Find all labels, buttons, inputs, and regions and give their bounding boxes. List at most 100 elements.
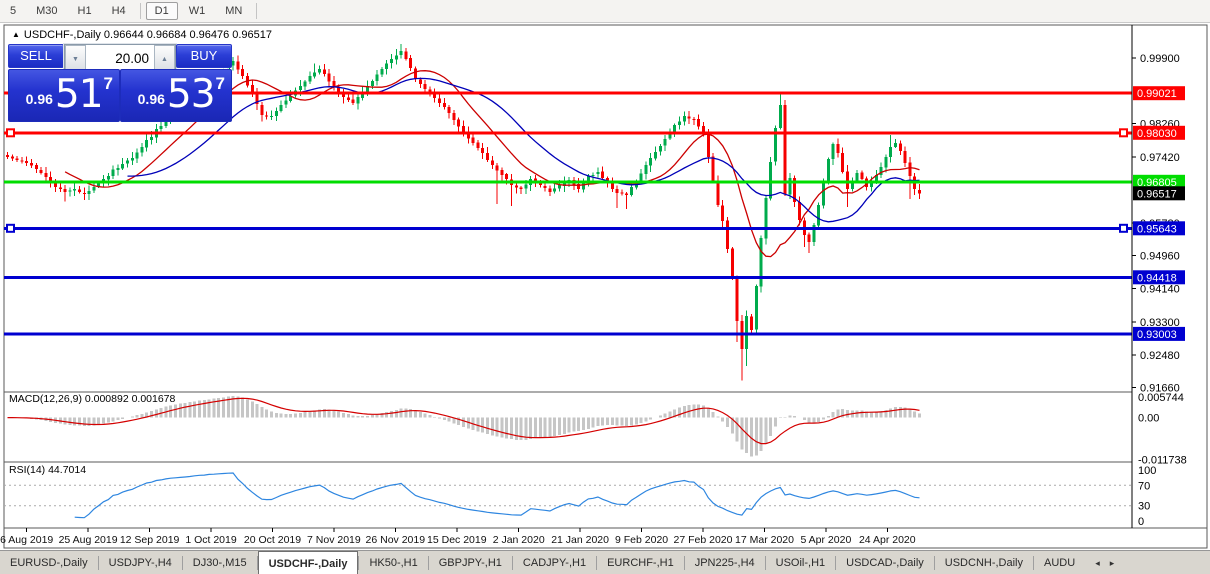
chart-tab-eurchf--h1[interactable]: EURCHF-,H1 — [607, 557, 674, 569]
volume-stepper: ▼ ▲ — [64, 44, 176, 73]
sell-price-sup: 7 — [103, 74, 113, 93]
chart-tab-eurusd--daily[interactable]: EURUSD-,Daily — [10, 557, 88, 569]
chart-tab-hk50--h1[interactable]: HK50-,H1 — [369, 557, 418, 569]
sell-price-panel[interactable]: 0.96517 — [8, 68, 120, 122]
down-arrow-icon: ▼ — [72, 55, 79, 63]
price-line-badge — [1133, 326, 1185, 341]
chart-tab-jpn225--h4[interactable]: JPN225-,H4 — [694, 557, 755, 569]
up-triangle-icon: ▲ — [12, 30, 20, 39]
rsi-tick-label: 70 — [1138, 480, 1150, 492]
timeframe-button-5[interactable]: 5 — [10, 5, 17, 17]
tab-separator — [683, 556, 685, 570]
tab-separator — [933, 556, 935, 570]
timeframe-button-h4[interactable]: H4 — [111, 5, 126, 17]
chart-frame: 0.999000.982600.974200.957800.949600.941… — [0, 23, 1210, 549]
quote-low: 0.96476 — [189, 29, 230, 41]
tab-scroll-controls: ◂ ▸ — [1087, 551, 1122, 574]
macd-tick-label: -0.011738 — [1138, 455, 1187, 467]
tab-separator — [181, 556, 183, 570]
line-handle[interactable] — [1119, 223, 1128, 233]
price-line-badge-label: 0.96805 — [1137, 177, 1177, 189]
tab-separator — [256, 556, 258, 570]
chart-tab-usdchf--daily[interactable]: USDCHF-,Daily — [257, 551, 359, 574]
line-handle[interactable] — [6, 128, 15, 138]
price-line-badge — [1133, 86, 1185, 101]
tab-separator — [596, 556, 598, 570]
chart-tab-usdcad--daily[interactable]: USDCAD-,Daily — [846, 557, 924, 569]
price-line-badge — [1133, 174, 1185, 189]
buy-button[interactable]: BUY — [176, 44, 232, 68]
line-handle[interactable] — [1119, 128, 1128, 138]
sell-button[interactable]: SELL — [8, 44, 64, 68]
chart-tab-usoil--h1[interactable]: USOil-,H1 — [775, 557, 826, 569]
date-label: 9 Feb 2020 — [615, 534, 668, 546]
chart-tab-usdcnh--daily[interactable]: USDCNH-,Daily — [944, 557, 1024, 569]
chart-tab-cadjpy--h1[interactable]: CADJPY-,H1 — [522, 557, 587, 569]
price-line-badge-label: 0.98030 — [1137, 128, 1177, 140]
toolbar-separator — [139, 3, 141, 19]
rsi-label: RSI(14) 44.7014 — [9, 464, 86, 476]
timeframe-button-d1[interactable]: D1 — [145, 2, 178, 20]
date-label: 5 Apr 2020 — [801, 534, 852, 546]
price-tick-label: 0.97420 — [1140, 152, 1180, 164]
date-label: 24 Apr 2020 — [859, 534, 916, 546]
buy-price-sup: 7 — [215, 74, 225, 93]
rsi-tick-label: 30 — [1138, 501, 1150, 513]
chart-tab-dj30--m15[interactable]: DJ30-,M15 — [192, 557, 247, 569]
price-tick-label: 0.94960 — [1140, 251, 1180, 263]
macd-tick-label: 0.005744 — [1138, 392, 1184, 404]
tab-separator — [358, 556, 360, 570]
date-label: 2 Jan 2020 — [493, 534, 545, 546]
line-handle[interactable] — [6, 223, 15, 233]
price-tick-label: 0.91660 — [1140, 383, 1180, 395]
quote-close: 0.96517 — [232, 29, 272, 41]
macd-signal-line — [7, 397, 920, 445]
date-label: 1 Oct 2019 — [185, 534, 237, 546]
price-line-badge-label: 0.93003 — [1137, 329, 1177, 341]
rsi-tick-label: 100 — [1138, 465, 1156, 477]
date-label: 15 Dec 2019 — [427, 534, 487, 546]
date-label: 25 Aug 2019 — [59, 534, 118, 546]
tab-scroll-right-icon[interactable]: ▸ — [1109, 557, 1115, 568]
timeframe-button-h1[interactable]: H1 — [77, 5, 92, 17]
current-price-label: 0.96517 — [1137, 188, 1177, 200]
price-line-badge-label: 0.99021 — [1137, 88, 1177, 100]
volume-input[interactable] — [86, 45, 154, 71]
timeframe-button-m30[interactable]: M30 — [36, 5, 58, 17]
macd-name: MACD(12,26,9) 0.000892 0.001678 — [9, 393, 176, 405]
quote-high: 0.96684 — [146, 29, 187, 41]
price-tick-label: 0.92480 — [1140, 350, 1180, 362]
chart-tab-bar: EURUSD-,Daily USDJPY-,H4 DJ30-,M15 USDCHF-,… — [0, 550, 1210, 574]
quote-symbol: USDCHF-,Daily — [23, 29, 101, 41]
date-label: 6 Aug 2019 — [0, 534, 53, 546]
date-label: 12 Sep 2019 — [120, 534, 180, 546]
price-line-badge-label: 0.95643 — [1137, 223, 1177, 235]
tab-separator — [1033, 556, 1035, 570]
tab-separator — [511, 556, 513, 570]
chart-tab-audu[interactable]: AUDU — [1044, 557, 1076, 569]
timeframe-toolbar: 5 M30 H1 H4 D1 W1 MN — [0, 0, 1210, 23]
tab-separator — [427, 556, 429, 570]
timeframe-button-w1[interactable]: W1 — [188, 5, 206, 17]
price-line-badge — [1133, 270, 1185, 285]
timeframe-button-mn[interactable]: MN — [225, 5, 243, 17]
chart-tab-gbpjpy--h1[interactable]: GBPJPY-,H1 — [438, 557, 502, 569]
quote-open: 0.96644 — [103, 29, 144, 41]
buy-price-big: 53 — [166, 72, 216, 117]
macd-label: MACD(12,26,9) 0.000892 0.001678 — [9, 393, 175, 405]
rsi-line — [74, 472, 920, 519]
macd-pane — [10, 396, 921, 457]
tab-separator — [835, 556, 837, 570]
one-click-trading-panel: SELL ▼ ▲ BUY 0.96517 0.96537 — [8, 44, 232, 144]
date-label: 20 Oct 2019 — [244, 534, 301, 546]
tab-scroll-left-icon[interactable]: ◂ — [1095, 557, 1100, 568]
price-tick-label: 0.99900 — [1140, 53, 1180, 65]
chart-tab-usdjpy--h4[interactable]: USDJPY-,H4 — [108, 557, 172, 569]
buy-price-panel[interactable]: 0.96537 — [120, 68, 232, 122]
up-arrow-icon: ▲ — [161, 55, 168, 63]
quote-header: ▲ USDCHF-,Daily 0.96644 0.96684 0.96476 0.965… — [12, 29, 275, 41]
ma-slow-line — [127, 77, 920, 223]
sell-underline — [11, 68, 63, 69]
buy-price-prefix: 0.96 — [137, 91, 165, 107]
